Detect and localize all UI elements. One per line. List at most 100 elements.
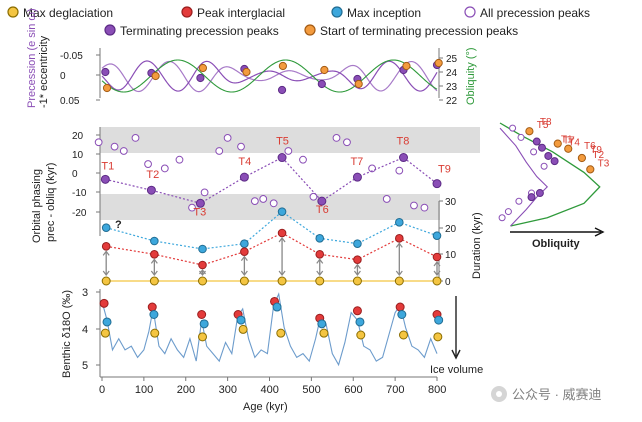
middle-terminating-label: T6 (316, 204, 329, 216)
legend-terminating-precession-peaks-label: Terminating precession peaks (120, 24, 279, 38)
middle-all-precession-point (110, 142, 119, 151)
middle-terminating-label: T7 (350, 156, 363, 168)
bottom-panel: Benthic δ18O (‰) 3 4 50 100 200 300 400 500 600 70… (61, 287, 483, 413)
duration-point (150, 236, 159, 246)
top-start-marker (102, 83, 112, 93)
duration-arrow-head (278, 237, 286, 243)
top-start-marker (151, 71, 160, 81)
duration-arrow-head (102, 250, 110, 256)
side-t-label: T4 (568, 138, 580, 149)
top-left-tick-label: 0.05 (60, 96, 80, 107)
middle-all-precession-point (250, 197, 259, 206)
middle-terminating-point (399, 153, 408, 163)
legend-max-inception-label: Max inception (347, 6, 421, 20)
duration-tick-label: 20 (445, 224, 457, 235)
bottom-yellow-marker (198, 332, 207, 342)
ice-volume-label: Ice volume (430, 364, 483, 376)
bottom-yellow-marker (100, 328, 110, 338)
duration-point (101, 242, 111, 251)
bottom-blue-marker (102, 317, 112, 327)
middle-all-precession-point (259, 195, 268, 203)
top-start-marker (434, 58, 443, 68)
legend-max-deglaciation-label: Max deglaciation (23, 6, 113, 20)
duration-point (432, 231, 442, 240)
duration-tick-label: 10 (445, 250, 457, 261)
top-start-marker (402, 61, 411, 71)
top-right-axis-title: Obliquity (°) (465, 47, 477, 105)
duration-point (394, 276, 404, 286)
bottom-yellow-marker (238, 324, 248, 334)
side-t-label: T3 (598, 158, 610, 169)
top-right-tick-label: 23 (446, 82, 458, 93)
obliquity-curve (101, 59, 438, 93)
duration-point (198, 260, 207, 270)
bottom-blue-marker (355, 317, 365, 327)
middle-all-precession-point (144, 160, 152, 168)
middle-all-precession-point (200, 188, 209, 197)
legend-all-precession-peaks-label: All precession peaks (480, 6, 590, 20)
duration-point (101, 223, 111, 232)
side-precession-curve (499, 127, 549, 227)
side-hollow-point (509, 124, 517, 132)
bottom-blue-marker (434, 315, 444, 325)
duration-point (353, 255, 362, 264)
duration-point (150, 250, 159, 259)
legend-start-terminating-peaks-label: Start of terminating precession peaks (320, 24, 518, 38)
duration-point (353, 239, 362, 248)
middle-all-precession-point (395, 166, 404, 175)
bottom-blue-marker (272, 302, 282, 312)
duration-point (315, 234, 325, 243)
duration-point (277, 207, 287, 216)
middle-all-precession-point (284, 147, 293, 155)
side-filled-point (532, 137, 541, 146)
side-hollow-point (540, 162, 548, 170)
middle-all-precession-point (410, 201, 418, 210)
middle-all-precession-point (175, 155, 184, 164)
side-t-label: T6 (584, 141, 596, 152)
side-hollow-point (498, 214, 506, 222)
top-terminating-marker (317, 79, 326, 89)
duration-arrow-head (278, 270, 286, 276)
middle-terminating-point (317, 196, 327, 206)
top-right-tick-label: 22 (446, 96, 458, 107)
duration-arrow-head (395, 270, 403, 276)
bottom-red-marker (395, 302, 405, 312)
bottom-left-axis-title: Benthic δ18O (‰) (61, 290, 73, 378)
side-hollow-point (515, 197, 523, 205)
legend-max-inception-marker (331, 6, 343, 18)
side-t-label: T9 (590, 145, 602, 156)
middle-left-axis-title-line1: Orbital phasing (31, 169, 43, 243)
middle-terminating-point (195, 198, 205, 208)
duration-arrow-head (353, 270, 361, 276)
top-panel: Precession (e sin ω) -1* eccentricity Obli… (26, 8, 477, 108)
middle-terminating-label: T5 (276, 136, 289, 148)
top-left-tick-label: -0.05 (60, 51, 83, 62)
bottom-x-tick-label: 400 (261, 384, 279, 396)
bottom-yellow-marker (433, 332, 443, 342)
duration-series-0 (106, 210, 438, 250)
side-obliquity-label: Obliquity (532, 238, 581, 250)
middle-all-precession-point (119, 147, 128, 155)
middle-terminating-label: T3 (193, 206, 206, 218)
legend-all-precession-peaks-marker (464, 6, 476, 18)
middle-terminating-point (352, 172, 362, 182)
top-start-marker (320, 65, 329, 75)
bottom-yellow-marker (276, 328, 286, 338)
side-filled-point (535, 189, 544, 198)
duration-point (395, 218, 404, 227)
duration-arrow-head (240, 270, 248, 276)
bottom-left-tick-label: 3 (82, 287, 88, 299)
top-start-marker (354, 79, 363, 89)
duration-arrow-head (395, 242, 403, 248)
bottom-yellow-marker (150, 328, 160, 338)
duration-point (198, 244, 207, 254)
middle-terminating-label: T1 (101, 160, 114, 172)
middle-left-tick-label: 0 (72, 169, 78, 180)
bottom-x-tick-label: 200 (177, 384, 195, 396)
middle-terminating-point (239, 172, 249, 182)
side-filled-point (544, 151, 553, 160)
duration-point (315, 250, 325, 259)
top-terminating-marker (196, 73, 205, 83)
top-terminating-marker (277, 85, 287, 95)
